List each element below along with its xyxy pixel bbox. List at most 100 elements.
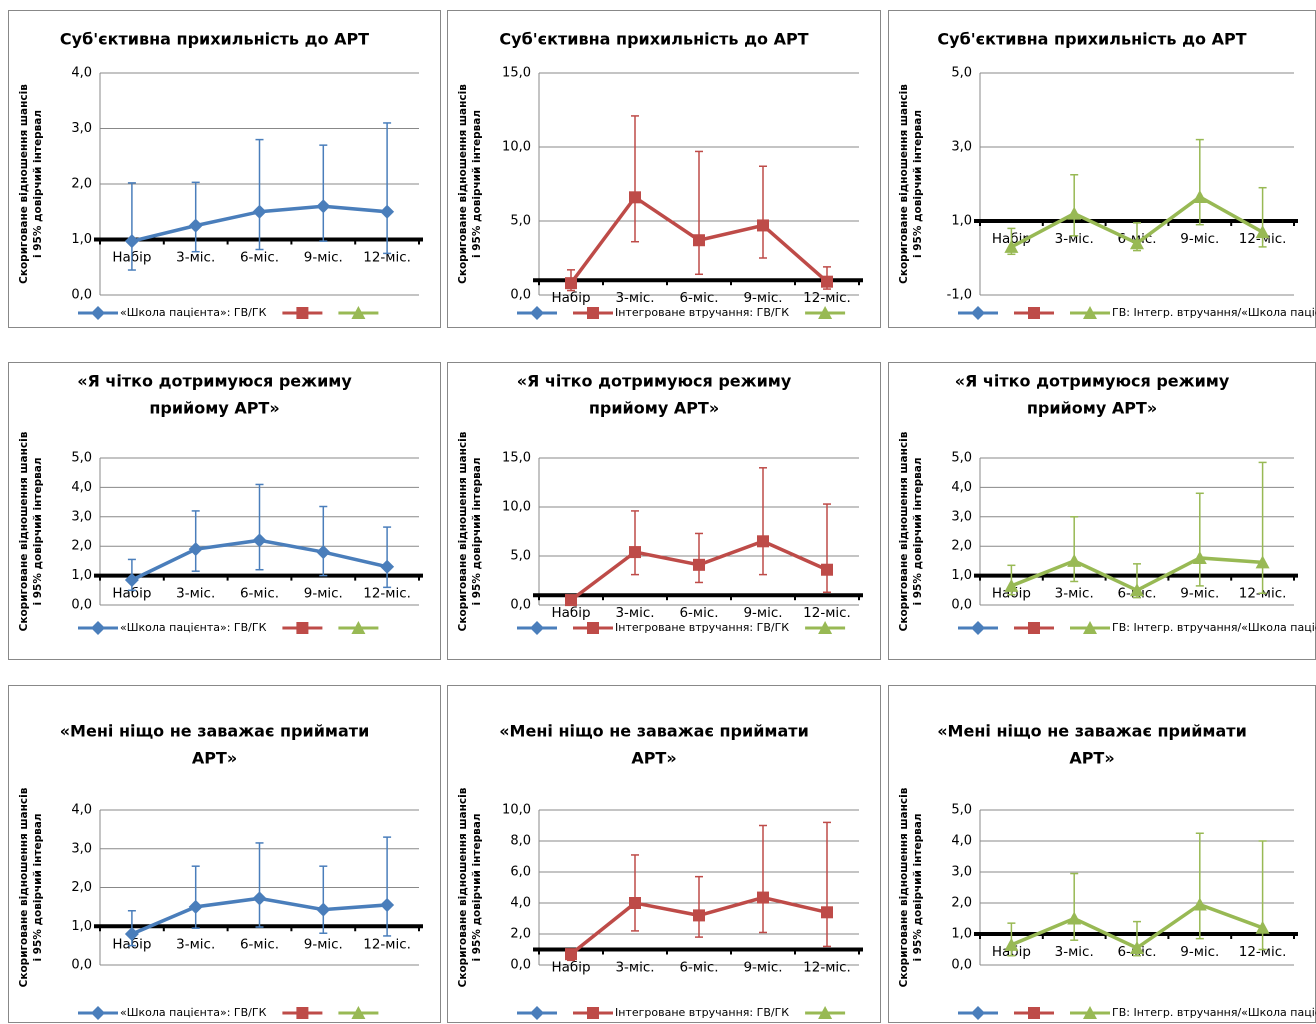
chart-panel: Суб'єктивна прихильність до АРТ Скоригова…	[447, 10, 881, 328]
marker	[252, 204, 267, 219]
error-bar	[823, 821, 831, 948]
x-tick-label: Набір	[551, 290, 590, 306]
legend-label: Інтегроване втручання: ГВ/ГК	[615, 306, 789, 319]
legend-label: ГВ: Інтегр. втручання/«Школа пацієнта»	[1112, 621, 1316, 634]
marker	[693, 234, 705, 247]
marker	[1192, 897, 1207, 911]
chart-panel: «Мені ніщо не заважає приймати АРТ» Скориг…	[888, 685, 1316, 1023]
legend-marker	[91, 621, 105, 635]
marker	[629, 897, 641, 909]
marker	[380, 559, 395, 574]
marker	[316, 902, 331, 917]
y-tick-label: 1,0	[71, 919, 92, 934]
legend-marker	[971, 621, 985, 635]
y-tick-label: 3,0	[71, 841, 92, 856]
marker	[629, 191, 641, 204]
marker	[316, 545, 331, 560]
marker	[757, 219, 769, 232]
y-tick-label: 4,0	[510, 896, 531, 911]
error-bar	[759, 165, 767, 259]
chart-panel: «Мені ніщо не заважає приймати АРТ» Скориг…	[8, 685, 441, 1023]
chart-title: «Я чітко дотримуюся режиму	[955, 372, 1230, 391]
y-tick-label: 3,0	[951, 509, 972, 524]
y-tick-label: 0,0	[510, 288, 531, 303]
error-bar	[695, 532, 703, 584]
y-tick-label: 3,0	[71, 509, 92, 524]
x-tick-label: 12-міс.	[803, 960, 851, 976]
x-tick-label: 6-міс.	[679, 290, 718, 306]
error-bar	[319, 505, 328, 577]
marker	[380, 204, 395, 219]
x-tick-label: 12-міс.	[803, 605, 851, 621]
marker	[757, 535, 769, 548]
y-tick-label: 2,0	[510, 927, 531, 942]
x-tick-label: 3-міс.	[615, 290, 654, 306]
y-tick-label: 5,0	[71, 451, 92, 466]
legend-marker	[971, 306, 985, 320]
error-bar	[1195, 138, 1204, 226]
y-tick-label: 2,0	[951, 896, 972, 911]
x-tick-label: 3-міс.	[1055, 586, 1094, 602]
y-tick-label: 0,0	[71, 598, 92, 613]
y-tick-label: 3,0	[71, 121, 92, 136]
legend-label: «Школа пацієнта»: ГВ/ГК	[120, 1006, 267, 1019]
chart-panel: «Мені ніщо не заважає приймати АРТ» Скориг…	[447, 685, 881, 1023]
x-tick-label: 9-міс.	[743, 605, 782, 621]
x-tick-label: 3-міс.	[615, 605, 654, 621]
y-tick-label: 1,0	[951, 568, 972, 583]
y-tick-label: 10,0	[502, 803, 531, 818]
marker	[1255, 225, 1270, 239]
legend-label: «Школа пацієнта»: ГВ/ГК	[120, 621, 267, 634]
x-tick-label: 9-міс.	[1180, 586, 1219, 602]
legend-marker	[530, 1006, 544, 1020]
legend-marker	[91, 1006, 105, 1020]
error-bar	[631, 510, 639, 576]
y-tick-label: 4,0	[951, 834, 972, 849]
chart-title: прийому АРТ»	[589, 399, 719, 418]
y-tick-label: 5,0	[951, 803, 972, 818]
x-tick-label: 3-міс.	[1055, 944, 1094, 960]
marker	[821, 563, 833, 576]
y-tick-label: 5,0	[951, 66, 972, 81]
x-tick-label: 3-міс.	[1055, 231, 1094, 247]
chart-panel: Суб'єктивна прихильність до АРТ Скоригова…	[888, 10, 1316, 328]
x-tick-label: 6-міс.	[240, 936, 279, 952]
y-tick-label: 8,0	[510, 834, 531, 849]
y-axis-label: Скориговане відношення шансів	[898, 431, 910, 631]
y-tick-label: 4,0	[71, 803, 92, 818]
x-tick-label: Набір	[551, 960, 590, 976]
error-bar	[1070, 872, 1079, 941]
x-tick-label: 3-міс.	[176, 250, 215, 266]
x-tick-label: Набір	[112, 586, 151, 602]
y-tick-label: 2,0	[71, 177, 92, 192]
x-tick-label: 9-міс.	[1180, 944, 1219, 960]
y-tick-label: -1,0	[947, 288, 972, 303]
y-tick-label: 10,0	[502, 500, 531, 515]
x-tick-label: Набір	[551, 605, 590, 621]
error-bar	[695, 875, 703, 938]
error-bar	[759, 824, 767, 934]
legend-marker	[1083, 306, 1097, 319]
x-tick-label: 3-міс.	[176, 936, 215, 952]
marker	[757, 891, 769, 904]
x-tick-label: 9-міс.	[743, 290, 782, 306]
x-tick-label: 12-міс.	[363, 586, 411, 602]
legend-marker	[818, 306, 833, 319]
marker	[1067, 911, 1082, 925]
error-bar	[695, 150, 703, 276]
y-tick-label: 4,0	[71, 480, 92, 495]
marker	[1192, 550, 1207, 564]
marker	[188, 542, 203, 557]
marker	[1130, 583, 1144, 597]
chart-panel: «Я чітко дотримуюся режиму прийому АРТ» Ск…	[8, 362, 441, 660]
x-tick-label: 9-міс.	[304, 936, 343, 952]
marker	[124, 573, 139, 588]
error-bar	[127, 182, 136, 271]
y-tick-label: 4,0	[71, 66, 92, 81]
legend-marker	[1083, 1006, 1097, 1019]
x-tick-label: 6-міс.	[240, 586, 279, 602]
error-bar	[1070, 174, 1079, 237]
marker	[693, 909, 705, 922]
error-bar	[631, 854, 639, 932]
